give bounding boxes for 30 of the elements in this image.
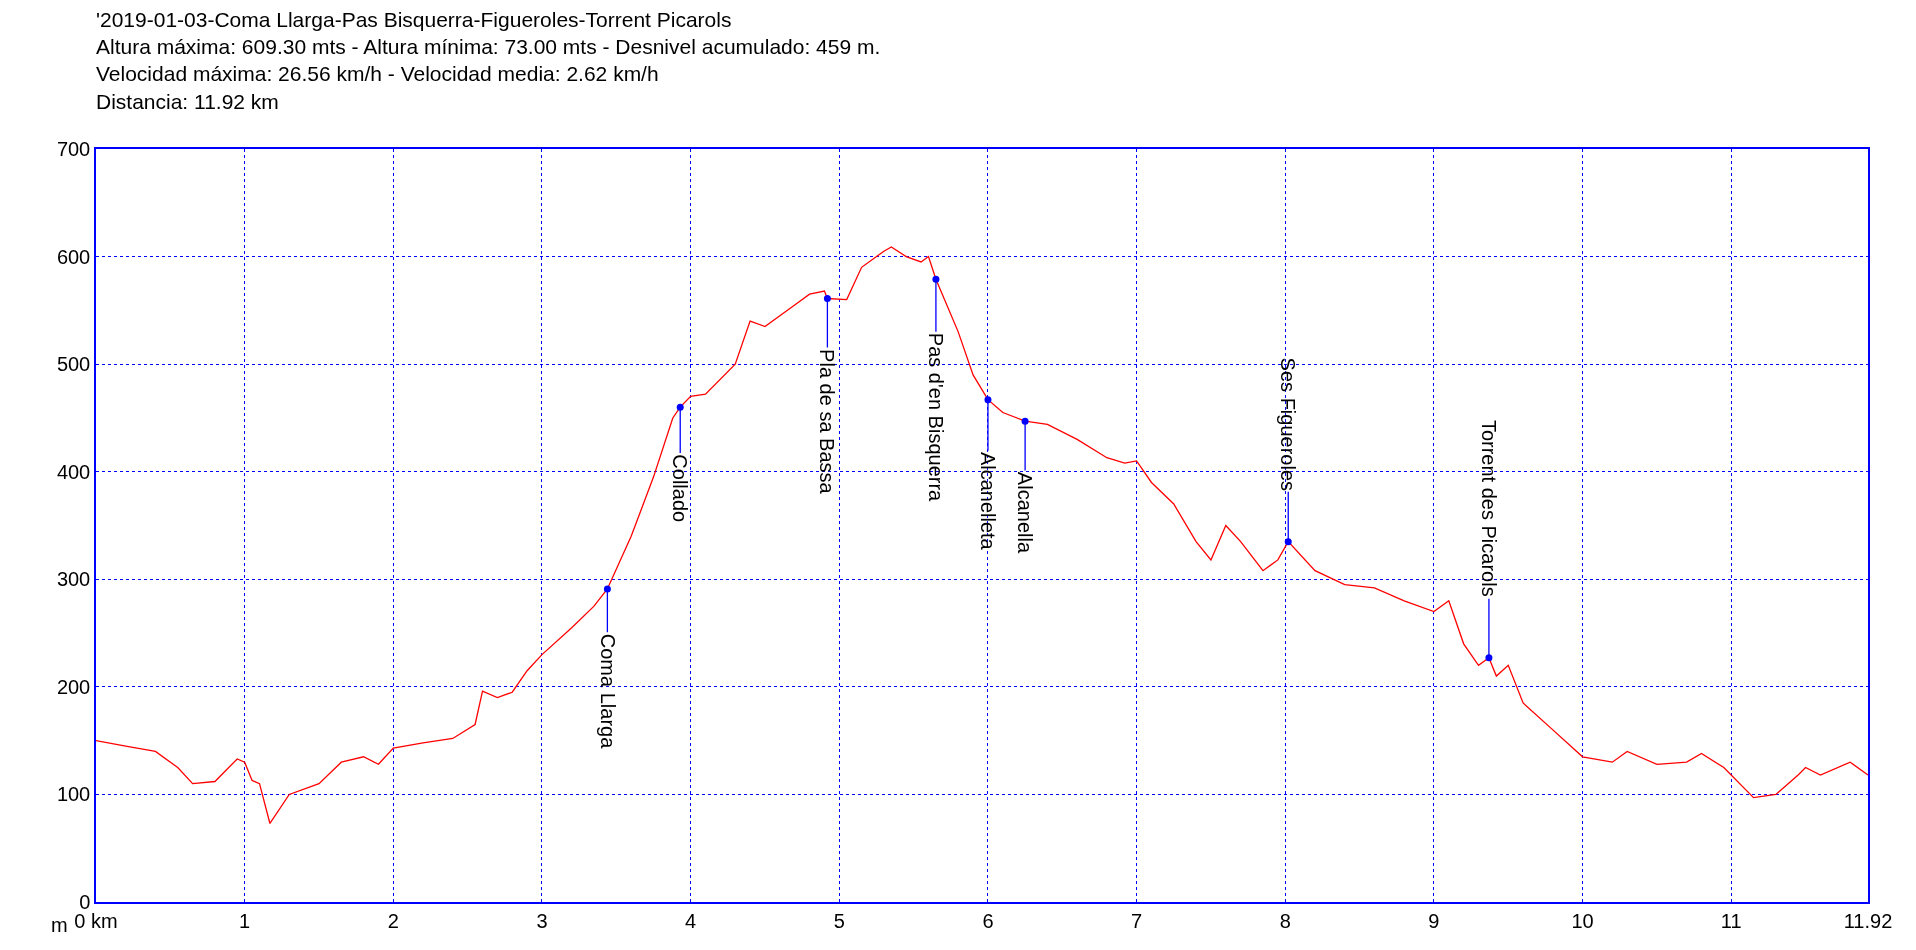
x-tick-label: 8 <box>1279 909 1291 932</box>
x-tick-label: 2 <box>387 909 399 932</box>
x-tick-label: 9 <box>1428 909 1440 932</box>
x-tick-label: 11 <box>1720 909 1742 932</box>
y-tick-label: 500 <box>56 353 91 376</box>
x-tick-label: 7 <box>1131 909 1143 932</box>
annotation: Alcanella <box>1014 471 1037 554</box>
line-series <box>96 246 1868 825</box>
x-tick-label: 4 <box>685 909 697 932</box>
chart-title: '2019-01-03-Coma Llarga-Pas Bisquerra-Figueroles-Torrent Picarols Altura máxima: 609.30 mts - Altura mínima: 73.00 mts - Desnivel acumulado: 459 m. Velocidad máxima: 26.56 km/h - Velocidad media: 2.62 km/h Distancia: 11.92 km <box>96 7 881 113</box>
y-axis-title: m <box>51 914 68 936</box>
annotation: Pla de sa Bassa <box>815 349 838 495</box>
annotation: Pas d'en Bisquerra <box>924 332 947 503</box>
annotation: Collado <box>668 454 691 523</box>
y-tick-label: 100 <box>56 783 91 806</box>
y-tick-label: 700 <box>56 138 91 160</box>
x-tick-label: 11.92 <box>1843 909 1893 932</box>
y-tick-label: 300 <box>56 568 91 591</box>
annotation: Coma Llarga <box>596 633 619 750</box>
y-tick-label: 200 <box>56 675 91 698</box>
x-tick-label: 6 <box>982 909 994 932</box>
annotation: Alcanelleta <box>976 451 999 551</box>
x-tick-label: 3 <box>536 909 548 932</box>
x-tick-label: 1 <box>239 909 251 932</box>
annotation: Ses Figueroles <box>1277 357 1300 492</box>
x-tick-label: 10 <box>1571 909 1594 932</box>
annotation: Torrent des Picarols <box>1477 419 1500 597</box>
x-tick-label: 5 <box>833 909 845 932</box>
y-tick-label: 400 <box>56 460 91 483</box>
y-tick-label: 600 <box>56 245 91 268</box>
